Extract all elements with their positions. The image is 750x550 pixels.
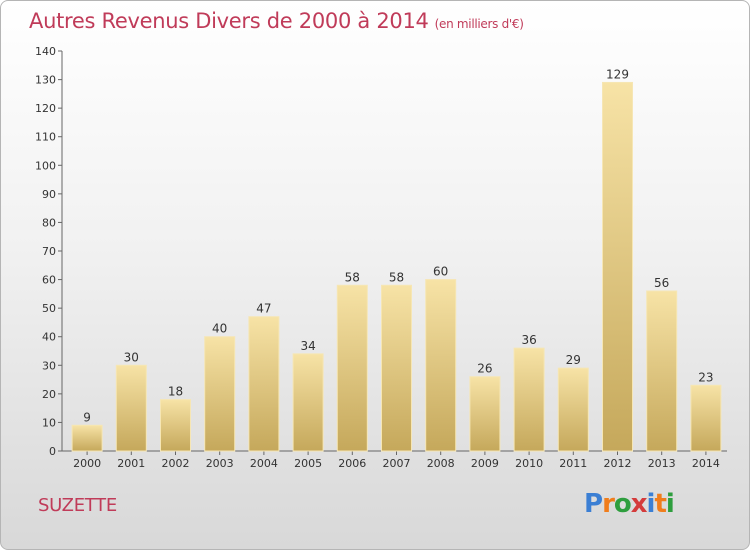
data-label: 56 [654, 276, 669, 290]
x-tick-label: 2000 [73, 457, 101, 470]
logo-letter: i [665, 489, 675, 519]
y-tick-label: 80 [42, 216, 56, 229]
x-tick-label: 2007 [383, 457, 411, 470]
commune-name: SUZETTE [38, 495, 117, 516]
y-tick-label: 130 [35, 74, 56, 87]
bar [71, 424, 103, 452]
logo-letter: x [630, 489, 648, 519]
x-tick-label: 2002 [162, 457, 190, 470]
y-tick-label: 30 [42, 359, 56, 372]
bars: 9 30 18 40 47 34 58 58 60 26 36 29 129 56 23 [71, 67, 722, 452]
data-label: 58 [389, 270, 404, 284]
bar [690, 384, 722, 452]
data-label: 9 [83, 410, 91, 424]
data-label: 129 [606, 67, 629, 81]
data-label: 23 [698, 370, 713, 384]
y-tick-label: 90 [42, 188, 56, 201]
bar [160, 399, 191, 452]
data-label: 18 [168, 385, 183, 399]
chart-title: Autres Revenus Divers de 2000 à 2014 (en … [29, 9, 524, 33]
x-tick-label: 2011 [559, 457, 587, 470]
bar [204, 336, 236, 452]
logo-letter: i [646, 489, 656, 519]
proxiti-logo[interactable]: Proxiti [584, 489, 675, 519]
data-label: 29 [566, 353, 581, 367]
y-tick-label: 140 [35, 45, 56, 58]
data-label: 60 [433, 265, 448, 279]
bar [425, 279, 457, 452]
axes: 0 10 20 30 40 50 60 70 80 90 100 110 120 130 140 2000 20… [35, 45, 727, 470]
x-tick-label: 2003 [206, 457, 234, 470]
x-tick-label: 2008 [427, 457, 455, 470]
data-label: 34 [300, 339, 315, 353]
title-text: Autres Revenus Divers de 2000 à 2014 [29, 9, 429, 33]
bar [292, 353, 324, 452]
logo-letter: o [613, 489, 632, 519]
bar [336, 284, 368, 452]
x-tick-label: 2006 [338, 457, 366, 470]
y-tick-label: 60 [42, 274, 56, 287]
x-tick-label: 2012 [604, 457, 632, 470]
bar [248, 316, 280, 452]
data-label: 30 [124, 350, 139, 364]
bar [115, 364, 147, 452]
data-label: 58 [345, 270, 360, 284]
logo-letter: t [654, 489, 666, 519]
bar [557, 367, 589, 452]
y-tick-label: 70 [42, 245, 56, 258]
x-tick-label: 2010 [515, 457, 543, 470]
bar [469, 376, 501, 452]
logo-letter: r [602, 489, 615, 519]
chart-subtitle: (en milliers d'€) [434, 17, 524, 31]
data-label: 47 [256, 302, 271, 316]
bar [646, 290, 678, 452]
data-label: 36 [521, 333, 536, 347]
data-label: 40 [212, 322, 227, 336]
x-tick-label: 2005 [294, 457, 322, 470]
y-tick-label: 0 [49, 445, 56, 458]
x-tick-label: 2009 [471, 457, 499, 470]
bar [513, 347, 545, 452]
y-tick-label: 50 [42, 302, 56, 315]
y-tick-label: 120 [35, 102, 56, 115]
bar [381, 284, 412, 452]
y-tick-label: 100 [35, 159, 56, 172]
x-tick-label: 2004 [250, 457, 278, 470]
y-tick-label: 40 [42, 331, 56, 344]
x-tick-label: 2001 [117, 457, 145, 470]
logo-letter: P [584, 489, 603, 519]
x-tick-label: 2014 [692, 457, 720, 470]
bar [602, 81, 633, 452]
data-label: 26 [477, 362, 492, 376]
y-tick-label: 20 [42, 388, 56, 401]
x-tick-label: 2013 [648, 457, 676, 470]
y-tick-label: 110 [35, 131, 56, 144]
y-tick-label: 10 [42, 416, 56, 429]
